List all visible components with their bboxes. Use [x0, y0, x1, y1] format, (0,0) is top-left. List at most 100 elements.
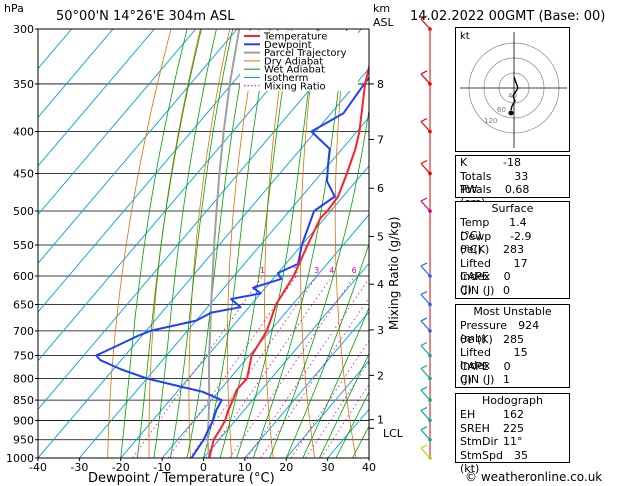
wind-barb — [420, 73, 431, 85]
mixing-ratio-label: 8 — [368, 266, 373, 275]
most-unstable-row: Lifted Index 15 — [460, 346, 528, 373]
hodograph-table-row: StmDir 11° — [460, 435, 523, 449]
dry-adiabat — [582, 29, 629, 458]
wind-barb-flag — [420, 117, 428, 123]
km-tick-label: 1 — [377, 414, 384, 427]
temperature-tick-label: -10 — [153, 461, 171, 474]
temperature-tick-label: -20 — [112, 461, 130, 474]
wind-barb-flag — [420, 262, 428, 267]
wind-barb-flag — [420, 406, 428, 411]
km-tick-label: 8 — [377, 78, 384, 91]
legend-entry: Parcel Trajectory — [264, 48, 347, 59]
wind-barb-flag — [420, 444, 428, 449]
wind-barb-flag — [420, 341, 428, 347]
wind-barb — [420, 200, 431, 212]
wet-adiabat — [319, 352, 369, 458]
index-row-pw: PW (cm)0.68 — [460, 183, 530, 209]
km-tick-label: 7 — [377, 133, 384, 146]
isotherm — [38, 29, 321, 362]
wind-barb-dot — [428, 302, 432, 307]
dry-adiabat — [264, 29, 289, 458]
dry-adiabat — [107, 29, 172, 458]
pressure-tick-label: 800 — [13, 372, 34, 385]
isotherm — [285, 359, 369, 458]
wind-barb-dot — [428, 437, 432, 442]
most-unstable-row: Pressure (mb) 924 — [460, 319, 540, 345]
most-unstable-row: CAPE (J) 0 — [460, 359, 511, 386]
most-unstable-row: θe (K) 285 — [460, 332, 524, 346]
km-tick-label: 5 — [377, 230, 384, 243]
pressure-tick-label: 650 — [13, 299, 34, 312]
hodograph-storm-motion — [508, 110, 514, 116]
wind-barb — [420, 320, 431, 332]
isotherm — [38, 29, 155, 167]
wind-barb — [420, 368, 431, 379]
km-tick-label: 4 — [377, 278, 384, 291]
temperature-tick-label: -40 — [29, 461, 47, 474]
wind-barb — [420, 410, 431, 421]
pressure-tick-label: 750 — [13, 349, 34, 362]
wind-barb-flag — [420, 317, 428, 322]
wet-adiabat — [335, 391, 369, 458]
dewpoint-line — [95, 76, 369, 458]
isotherm — [38, 67, 369, 458]
legend-entry: Mixing Ratio — [264, 81, 326, 92]
wind-barb-flag — [420, 197, 428, 202]
wet-adiabat — [203, 29, 271, 458]
isotherm — [38, 29, 238, 264]
wind-barb-flag — [420, 15, 428, 20]
wind-barb — [420, 163, 431, 174]
isotherm — [244, 311, 369, 458]
lcl-label: LCL — [383, 427, 404, 440]
pressure-tick-label: 1000 — [6, 452, 34, 465]
wet-adiabat — [219, 29, 293, 458]
wind-barb-flag — [420, 386, 428, 391]
pressure-tick-label: 450 — [13, 167, 34, 180]
wind-barb — [420, 294, 431, 305]
isotherm — [203, 262, 369, 458]
wind-barb — [420, 121, 431, 132]
wet-adiabat — [170, 29, 234, 458]
x-axis-title: Dewpoint / Temperature (°C) — [88, 471, 275, 486]
mixing-ratio-line — [167, 275, 297, 458]
wet-adiabat — [136, 29, 202, 458]
wind-barb — [420, 18, 431, 30]
copyright-footer: © weatheronline.co.uk — [465, 470, 603, 484]
hodograph-table-row: EH 162 — [460, 408, 524, 421]
surface-row: θe(K) 283 — [460, 243, 524, 257]
dry-adiabat — [226, 29, 260, 458]
wind-barb-flag — [420, 426, 428, 431]
wind-barb-dot — [428, 274, 432, 278]
dry-adiabat — [148, 29, 201, 458]
wind-barb-dot — [428, 129, 432, 134]
mixing-ratio-label: 1 — [260, 266, 265, 275]
temperature-tick-label: 30 — [321, 461, 335, 474]
wind-barb-flag — [420, 290, 428, 296]
pressure-tick-label: 350 — [13, 78, 34, 91]
wet-adiabat — [269, 107, 369, 458]
mixing-ratio-line — [305, 361, 369, 458]
hodograph-unit-label: kt — [460, 31, 470, 42]
mixing-ratio-label: 4 — [329, 266, 334, 275]
wind-barb-flag — [420, 70, 428, 75]
legend-entry: Temperature — [263, 32, 327, 43]
hodograph-trace — [510, 76, 519, 111]
mixing-ratio-label: 6 — [352, 266, 357, 275]
km-tick-label: 2 — [377, 369, 384, 382]
mixing-ratio-label: 16 — [409, 266, 419, 275]
wind-barb-dot — [428, 353, 432, 358]
km-tick-label: 6 — [377, 182, 384, 195]
surface-panel: Surface Temp (°C) 1.4 Dewp (°C) -2.9 θe(K)… — [455, 201, 570, 299]
most-unstable-title: Most Unstable — [473, 305, 552, 318]
pressure-tick-label: 300 — [13, 23, 34, 36]
temperature-tick-label: 0 — [200, 461, 207, 474]
wind-barb-dot — [428, 329, 432, 333]
isotherm — [38, 29, 114, 118]
mixing-ratio-line — [205, 275, 333, 458]
wind-barb-dot — [428, 456, 432, 460]
most-unstable-row: CIN (J) 1 — [460, 373, 510, 387]
date-title: 14.02.2022 00GMT (Base: 00) — [410, 9, 605, 24]
